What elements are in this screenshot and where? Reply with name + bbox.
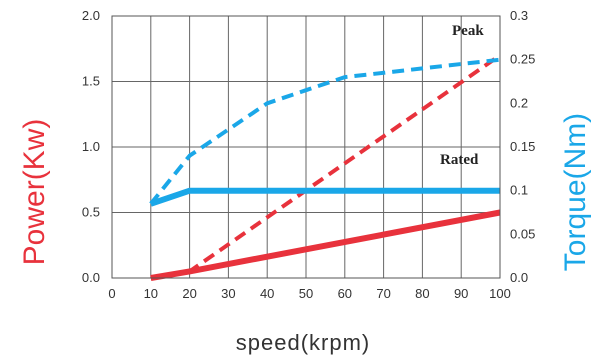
x-tick-label: 60 xyxy=(338,286,352,301)
y-right-tick-label: 0.2 xyxy=(510,95,528,110)
x-tick-label: 30 xyxy=(221,286,235,301)
y-left-tick-label: 2.0 xyxy=(82,8,100,23)
series-torque-peak-line xyxy=(149,57,501,206)
y-right-tick-label: 0.05 xyxy=(510,226,535,241)
plot-frame xyxy=(111,15,501,279)
x-tick-label: 10 xyxy=(144,286,158,301)
x-tick-label: 70 xyxy=(376,286,390,301)
annotation-rated: Rated xyxy=(440,152,479,168)
y-right-axis-title: Torque(Nm) xyxy=(559,113,592,271)
series-group xyxy=(149,53,502,281)
x-axis-title: speed(krpm) xyxy=(236,330,370,355)
y-left-tick-label: 0.5 xyxy=(82,205,100,220)
tick-labels: 0 10 20 30 40 50 60 70 80 90 1000.00.51.01.52.00.0… xyxy=(82,8,535,301)
series-power-rated-line xyxy=(150,209,501,281)
x-tick-label: 80 xyxy=(415,286,429,301)
x-tick-label: 90 xyxy=(454,286,468,301)
x-tick-label: 50 xyxy=(299,286,313,301)
y-right-tick-label: 0.1 xyxy=(510,183,528,198)
x-tick-label: 100 xyxy=(489,286,511,301)
y-left-tick-label: 0.0 xyxy=(82,270,100,285)
y-left-tick-label: 1.5 xyxy=(82,74,100,89)
x-tick-label: 20 xyxy=(182,286,196,301)
y-left-axis-title: Power(Kw) xyxy=(18,119,51,266)
y-right-tick-label: 0.0 xyxy=(510,270,528,285)
x-tick-label: 0 xyxy=(108,286,115,301)
series-torque-rated-line xyxy=(149,187,500,207)
y-right-tick-label: 0.25 xyxy=(510,52,535,67)
y-right-tick-label: 0.15 xyxy=(510,139,535,154)
x-tick-label: 40 xyxy=(260,286,274,301)
y-left-tick-label: 1.0 xyxy=(82,139,100,154)
grid xyxy=(111,15,501,279)
y-right-tick-label: 0.3 xyxy=(510,8,528,23)
annotation-peak: Peak xyxy=(452,23,484,39)
